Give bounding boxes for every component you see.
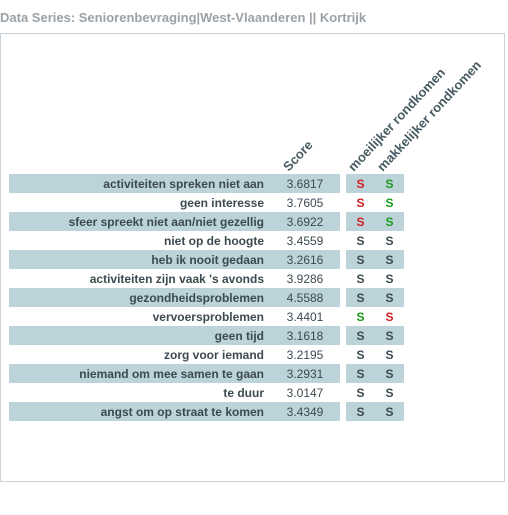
- row-score: 3.4349: [270, 402, 340, 421]
- sig-makkelijker: S: [375, 288, 404, 307]
- sig-makkelijker: S: [375, 212, 404, 231]
- row-label: zorg voor iemand: [9, 345, 270, 364]
- row-score: 3.4559: [270, 231, 340, 250]
- row-label: geen tijd: [9, 326, 270, 345]
- sig-makkelijker: S: [375, 231, 404, 250]
- sig-makkelijker: S: [375, 269, 404, 288]
- row-label: vervoersproblemen: [9, 307, 270, 326]
- sig-makkelijker: S: [375, 383, 404, 402]
- sig-makkelijker: S: [375, 307, 404, 326]
- table-row: geen interesse3.7605 SS: [9, 193, 404, 212]
- table-row: zorg voor iemand3.2195 SS: [9, 345, 404, 364]
- table-row: angst om op straat te komen3.4349 SS: [9, 402, 404, 421]
- sig-moeilijker: S: [346, 364, 375, 383]
- row-label: geen interesse: [9, 193, 270, 212]
- sig-moeilijker: S: [346, 250, 375, 269]
- row-score: 3.7605: [270, 193, 340, 212]
- table-row: gezondheidsproblemen4.5588 SS: [9, 288, 404, 307]
- row-label: activiteiten spreken niet aan: [9, 174, 270, 193]
- sig-moeilijker: S: [346, 212, 375, 231]
- data-table: activiteiten spreken niet aan3.6817SSgee…: [9, 174, 404, 421]
- sig-moeilijker: S: [346, 402, 375, 421]
- sig-makkelijker: S: [375, 402, 404, 421]
- table-row: activiteiten spreken niet aan3.6817 SS: [9, 174, 404, 193]
- row-score: 3.6817: [270, 174, 340, 193]
- table-row: vervoersproblemen3.4401 SS: [9, 307, 404, 326]
- sig-moeilijker: S: [346, 174, 375, 193]
- row-label: heb ik nooit gedaan: [9, 250, 270, 269]
- sig-makkelijker: S: [375, 364, 404, 383]
- row-score: 3.0147: [270, 383, 340, 402]
- row-label: sfeer spreekt niet aan/niet gezellig: [9, 212, 270, 231]
- table-row: sfeer spreekt niet aan/niet gezellig3.69…: [9, 212, 404, 231]
- row-score: 3.4401: [270, 307, 340, 326]
- sig-moeilijker: S: [346, 288, 375, 307]
- row-label: gezondheidsproblemen: [9, 288, 270, 307]
- sig-makkelijker: S: [375, 250, 404, 269]
- table-row: geen tijd3.1618 SS: [9, 326, 404, 345]
- header-score: Score: [280, 137, 316, 174]
- table-row: niemand om mee samen te gaan3.2931 SS: [9, 364, 404, 383]
- row-label: niet op de hoogte: [9, 231, 270, 250]
- sig-moeilijker: S: [346, 269, 375, 288]
- sig-makkelijker: S: [375, 326, 404, 345]
- sig-moeilijker: S: [346, 326, 375, 345]
- sig-makkelijker: S: [375, 174, 404, 193]
- sig-moeilijker: S: [346, 307, 375, 326]
- table-row: niet op de hoogte3.4559 SS: [9, 231, 404, 250]
- row-label: angst om op straat te komen: [9, 402, 270, 421]
- row-label: te duur: [9, 383, 270, 402]
- sig-moeilijker: S: [346, 231, 375, 250]
- row-label: niemand om mee samen te gaan: [9, 364, 270, 383]
- sig-makkelijker: S: [375, 345, 404, 364]
- sig-makkelijker: S: [375, 193, 404, 212]
- page-title: Data Series: Seniorenbevraging|West-Vlaa…: [0, 0, 508, 33]
- row-score: 3.2195: [270, 345, 340, 364]
- table-container: Score moeilijker rondkomen makkelijker r…: [0, 33, 505, 482]
- row-score: 3.9286: [270, 269, 340, 288]
- row-score: 3.2931: [270, 364, 340, 383]
- sig-moeilijker: S: [346, 383, 375, 402]
- row-score: 4.5588: [270, 288, 340, 307]
- sig-moeilijker: S: [346, 193, 375, 212]
- row-score: 3.2616: [270, 250, 340, 269]
- row-label: activiteiten zijn vaak 's avonds: [9, 269, 270, 288]
- row-score: 3.6922: [270, 212, 340, 231]
- table-row: heb ik nooit gedaan3.2616 SS: [9, 250, 404, 269]
- column-headers: Score moeilijker rondkomen makkelijker r…: [9, 44, 504, 174]
- sig-moeilijker: S: [346, 345, 375, 364]
- table-row: activiteiten zijn vaak 's avonds3.9286 SS: [9, 269, 404, 288]
- row-score: 3.1618: [270, 326, 340, 345]
- table-row: te duur3.0147 SS: [9, 383, 404, 402]
